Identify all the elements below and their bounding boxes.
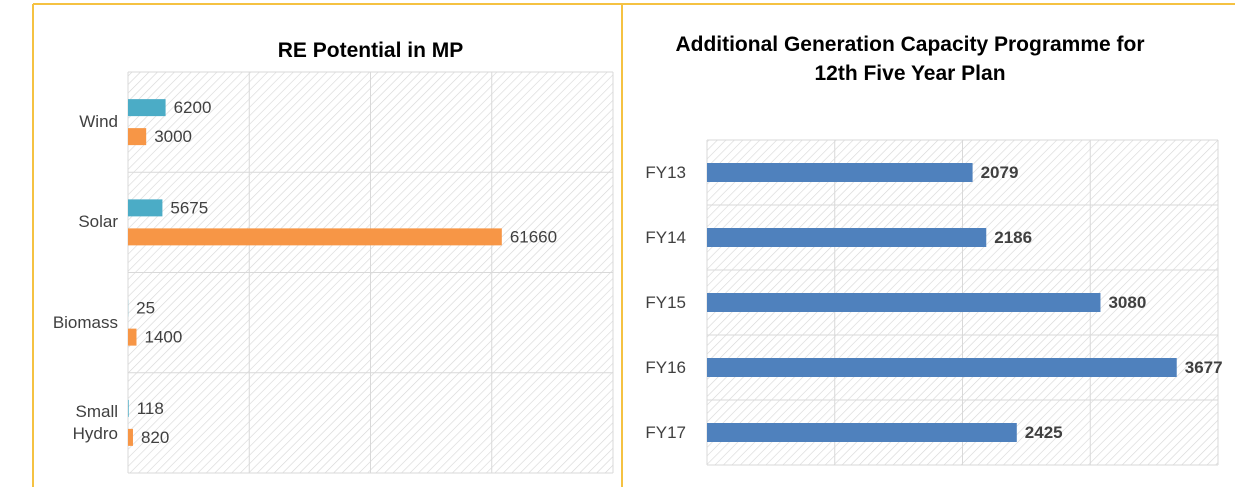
bar [128, 199, 163, 217]
data-label: 118 [137, 399, 164, 418]
y-tick-label: FY15 [645, 292, 686, 312]
bar [128, 228, 502, 246]
data-label: 3000 [154, 127, 192, 146]
bar [707, 358, 1177, 377]
data-label: 1400 [144, 328, 182, 347]
bar [128, 428, 133, 446]
y-tick-label: Small Hydro [72, 401, 118, 443]
y-tick-label: FY14 [645, 227, 686, 247]
bar [707, 293, 1101, 312]
data-label: 2079 [981, 163, 1019, 182]
bar [128, 99, 166, 117]
bar [707, 163, 973, 182]
data-label: 2186 [994, 228, 1032, 247]
data-label: 6200 [174, 98, 212, 117]
y-tick-label: FY16 [645, 357, 686, 377]
bar [128, 328, 137, 346]
bar [128, 399, 129, 417]
bar [128, 128, 147, 146]
y-tick-label: Wind [79, 112, 118, 132]
data-label: 5675 [170, 198, 208, 217]
data-label: 820 [141, 428, 169, 447]
bar [707, 423, 1017, 442]
data-label: 3080 [1108, 293, 1146, 312]
chart-title: RE Potential in MP [277, 39, 464, 62]
bar [707, 228, 987, 247]
chart-title: Additional Generation Capacity Programme… [675, 33, 1145, 85]
data-label: 2425 [1025, 423, 1063, 442]
data-label: 3677 [1185, 358, 1223, 377]
y-tick-label: Biomass [52, 312, 118, 332]
data-label: 25 [136, 299, 155, 318]
data-label: 61660 [510, 227, 557, 246]
y-tick-label: FY13 [645, 162, 686, 182]
y-tick-label: Solar [78, 212, 118, 232]
y-tick-label: FY17 [645, 422, 686, 442]
